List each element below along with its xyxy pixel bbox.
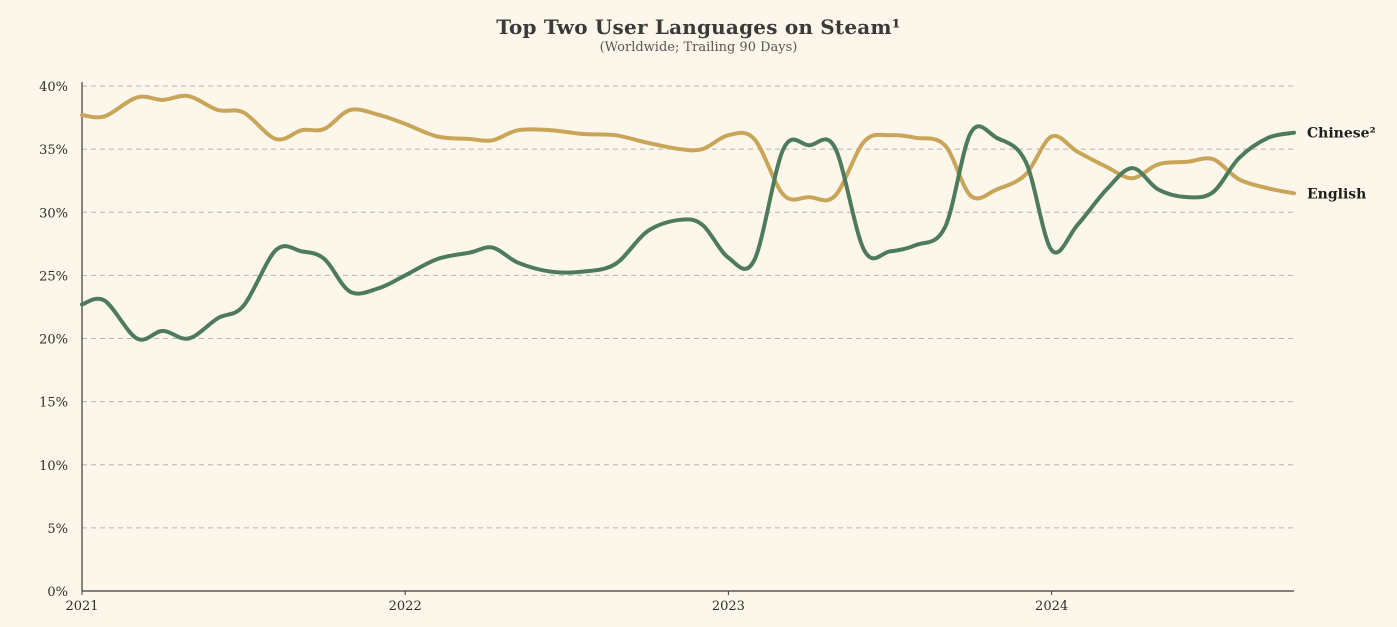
y-tick-label: 40% xyxy=(39,80,68,95)
x-tick-label: 2024 xyxy=(1035,599,1068,614)
y-tick-label: 25% xyxy=(39,269,68,284)
y-tick-label: 5% xyxy=(47,522,68,537)
y-tick-label: 10% xyxy=(39,459,68,474)
x-tick-label: 2023 xyxy=(712,599,745,614)
chart-subtitle: (Worldwide; Trailing 90 Days) xyxy=(599,40,798,55)
y-tick-label: 20% xyxy=(39,333,68,348)
series-label-chinese: Chinese² xyxy=(1307,126,1376,142)
chart-title: Top Two User Languages on Steam¹ xyxy=(496,15,901,39)
x-tick-label: 2021 xyxy=(65,599,98,614)
y-tick-label: 15% xyxy=(39,396,68,411)
x-tick-label: 2022 xyxy=(389,599,422,614)
series-line-english xyxy=(80,93,1296,203)
y-tick-label: 30% xyxy=(39,206,68,221)
y-tick-label: 35% xyxy=(39,143,68,158)
series-line-chinese xyxy=(80,124,1296,342)
series-label-english: English xyxy=(1307,186,1366,202)
y-tick-label: 0% xyxy=(47,585,68,600)
